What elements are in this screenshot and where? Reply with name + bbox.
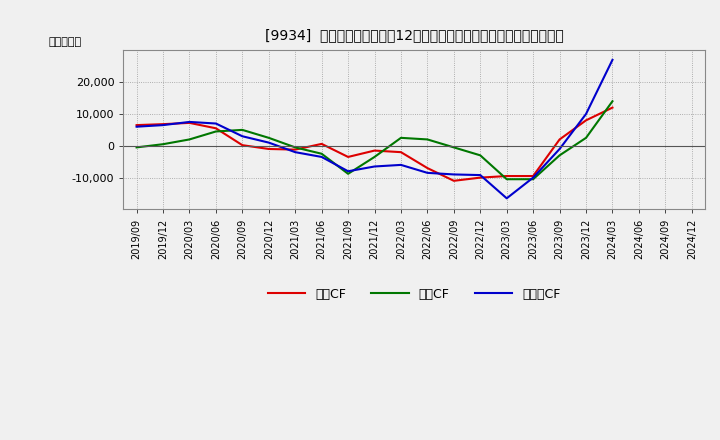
営業CF [185,120,194,125]
フリーCF [238,134,247,139]
フリーCF [185,119,194,125]
営業CF [423,165,432,171]
投資CF [264,135,273,140]
営業CF [158,121,167,127]
フリーCF [158,122,167,128]
投資CF [238,127,247,132]
投資CF [555,153,564,158]
営業CF [343,154,352,160]
営業CF [212,126,220,131]
投資CF [582,135,590,140]
フリーCF [528,175,537,180]
投資CF [370,154,379,160]
フリーCF [343,169,352,174]
Line: 投資CF: 投資CF [137,101,613,179]
営業CF [318,141,326,147]
Title: [9934]  キャッシュフローの12か月移動合計の対前年同期増減額の推移: [9934] キャッシュフローの12か月移動合計の対前年同期増減額の推移 [265,28,564,42]
フリーCF [503,196,511,201]
投資CF [528,176,537,182]
投資CF [343,171,352,176]
投資CF [397,135,405,140]
フリーCF [132,124,141,129]
フリーCF [291,150,300,155]
Y-axis label: （百万円）: （百万円） [49,37,82,47]
営業CF [476,175,485,180]
営業CF [370,148,379,153]
投資CF [291,145,300,150]
営業CF [238,143,247,148]
フリーCF [476,172,485,178]
営業CF [449,178,458,183]
営業CF [264,147,273,152]
フリーCF [212,121,220,126]
投資CF [503,176,511,182]
フリーCF [449,172,458,177]
投資CF [423,137,432,142]
営業CF [582,117,590,123]
フリーCF [370,164,379,169]
投資CF [476,153,485,158]
Line: 営業CF: 営業CF [137,108,613,181]
フリーCF [423,170,432,176]
営業CF [608,105,617,110]
Line: フリーCF: フリーCF [137,60,613,198]
フリーCF [264,140,273,145]
投資CF [158,142,167,147]
営業CF [132,122,141,128]
投資CF [132,145,141,150]
投資CF [318,151,326,156]
フリーCF [397,162,405,168]
営業CF [291,147,300,152]
Legend: 営業CF, 投資CF, フリーCF: 営業CF, 投資CF, フリーCF [263,282,565,305]
フリーCF [555,147,564,152]
投資CF [212,129,220,134]
営業CF [528,173,537,179]
フリーCF [318,154,326,160]
フリーCF [608,57,617,62]
投資CF [449,145,458,150]
投資CF [608,99,617,104]
営業CF [555,137,564,142]
フリーCF [582,111,590,117]
投資CF [185,137,194,142]
営業CF [503,173,511,179]
営業CF [397,150,405,155]
